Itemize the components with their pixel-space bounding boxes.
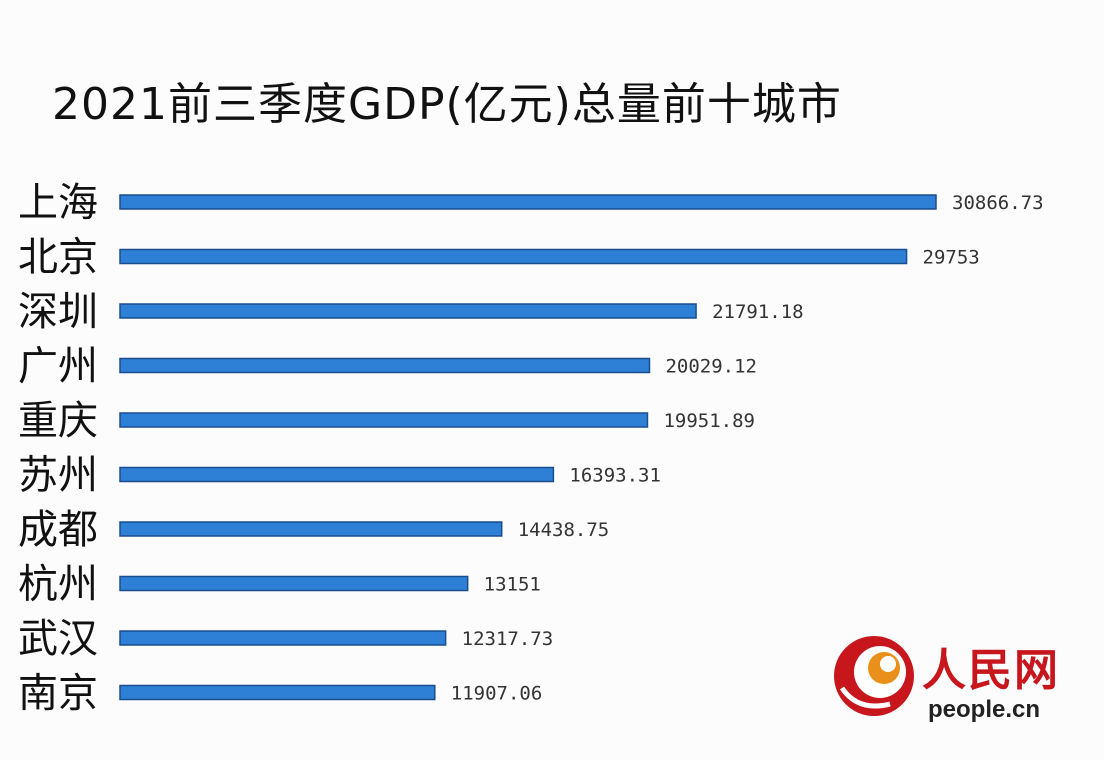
bar [119,630,447,646]
category-label: 武汉 [18,616,98,662]
value-label: 14438.75 [518,519,610,541]
watermark-brand: 人民网 [922,645,1060,696]
value-label: 11907.06 [451,683,543,705]
value-label: 20029.12 [665,356,757,378]
bar [119,194,937,210]
value-label: 19951.89 [663,410,755,432]
bar [119,684,436,701]
value-label: 30866.73 [952,192,1044,214]
category-label: 上海 [18,180,98,226]
bar [119,412,649,428]
bar [119,357,651,374]
value-label: 16393.31 [569,465,661,487]
value-label: 12317.73 [462,628,554,650]
category-label: 广州 [18,344,98,390]
value-label: 13151 [484,574,541,596]
category-label: 成都 [18,507,98,553]
bar [119,466,555,483]
category-label: 重庆 [18,398,98,444]
chart-title: 2021前三季度GDP(亿元)总量前十城市 [52,79,842,130]
category-label: 南京 [18,671,98,717]
category-label: 苏州 [18,453,98,499]
people-daily-swirl-icon [834,636,914,716]
value-label: 29753 [923,247,980,269]
bar [119,303,697,319]
bar [119,521,503,537]
bar [119,575,469,592]
category-label: 北京 [18,235,98,281]
watermark: 人民网 people.cn [828,630,1068,740]
watermark-domain: people.cn [928,696,1041,723]
category-label: 杭州 [18,562,98,608]
category-label: 深圳 [18,289,98,335]
value-label: 21791.18 [712,301,804,323]
bar [119,248,908,265]
